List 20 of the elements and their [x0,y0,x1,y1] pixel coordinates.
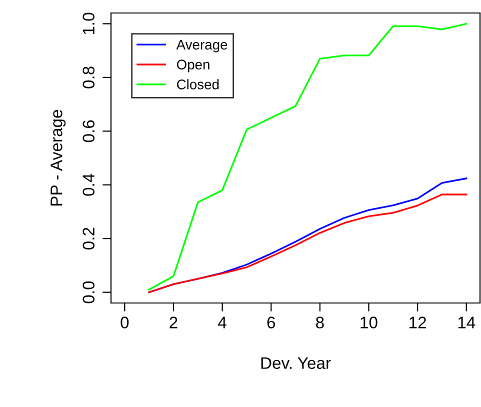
x-tick-label: 12 [410,316,426,328]
legend-label: Open [176,60,210,72]
y-tick-label: 0.4 [82,174,95,196]
x-tick-label: 4 [218,316,226,328]
y-tick-label: 0.2 [82,228,95,250]
x-tick-label: 14 [458,316,476,328]
y-tick-label: 1.0 [82,12,95,34]
x-tick-label: 6 [267,316,276,328]
x-tick-label: 2 [170,316,178,328]
y-axis-title: PP - Average [50,110,66,206]
y-tick-label: 0.8 [82,66,95,88]
y-tick-label: 0.0 [82,281,95,304]
x-axis-title: Dev. Year [261,357,331,369]
line-series [148,22,468,290]
x-tick-label: 8 [316,316,324,328]
x-tick-label: 10 [360,316,378,328]
legend-label: Average [176,40,228,52]
y-tick-label: 0.6 [82,120,95,142]
x-tick-label: 0 [120,316,129,328]
legend-label: Closed [176,79,219,90]
